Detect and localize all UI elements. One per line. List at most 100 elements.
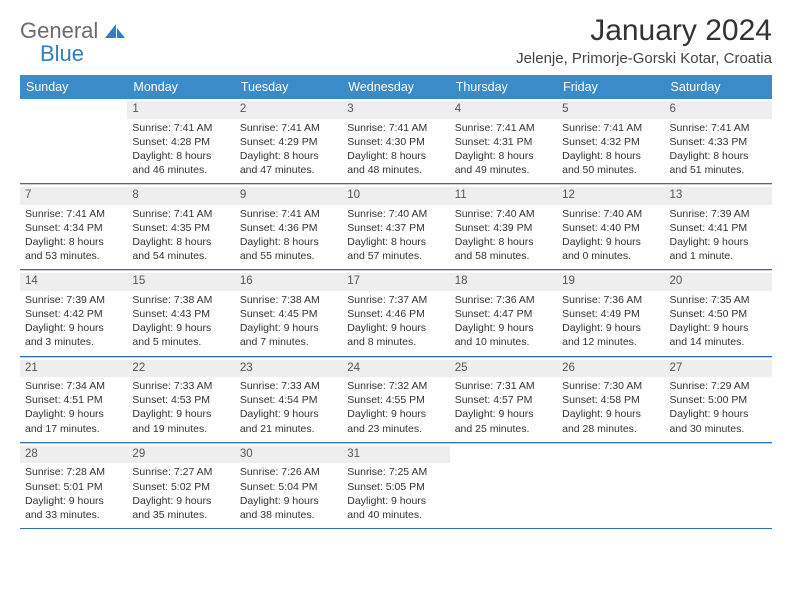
daylight-text: Daylight: 9 hours bbox=[562, 407, 659, 421]
week-row: 21Sunrise: 7:34 AMSunset: 4:51 PMDayligh… bbox=[20, 357, 772, 443]
sunrise-text: Sunrise: 7:32 AM bbox=[347, 379, 444, 393]
day-cell: 10Sunrise: 7:40 AMSunset: 4:37 PMDayligh… bbox=[342, 184, 449, 269]
daylight-text: Daylight: 9 hours bbox=[25, 321, 122, 335]
day-number: 25 bbox=[450, 360, 557, 378]
day-cell: . bbox=[665, 443, 772, 528]
sunset-text: Sunset: 4:54 PM bbox=[240, 393, 337, 407]
daylight-text: Daylight: 8 hours bbox=[670, 149, 767, 163]
sunrise-text: Sunrise: 7:34 AM bbox=[25, 379, 122, 393]
daylight-text: Daylight: 9 hours bbox=[25, 494, 122, 508]
day-number: 1 bbox=[127, 101, 234, 119]
sunrise-text: Sunrise: 7:38 AM bbox=[132, 293, 229, 307]
sunrise-text: Sunrise: 7:40 AM bbox=[562, 207, 659, 221]
day-number: 2 bbox=[235, 101, 342, 119]
day-cell: 29Sunrise: 7:27 AMSunset: 5:02 PMDayligh… bbox=[127, 443, 234, 528]
sunset-text: Sunset: 4:31 PM bbox=[455, 135, 552, 149]
day-number: 8 bbox=[127, 187, 234, 205]
day-number: 7 bbox=[20, 187, 127, 205]
day-number: 16 bbox=[235, 273, 342, 291]
daylight-text: and 38 minutes. bbox=[240, 508, 337, 522]
sunrise-text: Sunrise: 7:29 AM bbox=[670, 379, 767, 393]
calendar-grid: Sunday Monday Tuesday Wednesday Thursday… bbox=[20, 75, 772, 529]
daylight-text: and 40 minutes. bbox=[347, 508, 444, 522]
day-cell: 4Sunrise: 7:41 AMSunset: 4:31 PMDaylight… bbox=[450, 99, 557, 183]
daylight-text: and 8 minutes. bbox=[347, 335, 444, 349]
daylight-text: Daylight: 9 hours bbox=[455, 321, 552, 335]
page-header: General Blue January 2024 Jelenje, Primo… bbox=[20, 14, 772, 67]
sunset-text: Sunset: 4:57 PM bbox=[455, 393, 552, 407]
sunset-text: Sunset: 4:53 PM bbox=[132, 393, 229, 407]
day-cell: 28Sunrise: 7:28 AMSunset: 5:01 PMDayligh… bbox=[20, 443, 127, 528]
day-number: 23 bbox=[235, 360, 342, 378]
daylight-text: and 49 minutes. bbox=[455, 163, 552, 177]
sunrise-text: Sunrise: 7:31 AM bbox=[455, 379, 552, 393]
day-number: 9 bbox=[235, 187, 342, 205]
sunset-text: Sunset: 4:34 PM bbox=[25, 221, 122, 235]
daylight-text: Daylight: 9 hours bbox=[132, 494, 229, 508]
daylight-text: and 51 minutes. bbox=[670, 163, 767, 177]
sunrise-text: Sunrise: 7:30 AM bbox=[562, 379, 659, 393]
daylight-text: and 19 minutes. bbox=[132, 422, 229, 436]
daylight-text: Daylight: 9 hours bbox=[25, 407, 122, 421]
sunset-text: Sunset: 4:51 PM bbox=[25, 393, 122, 407]
daylight-text: and 3 minutes. bbox=[25, 335, 122, 349]
day-cell: 17Sunrise: 7:37 AMSunset: 4:46 PMDayligh… bbox=[342, 270, 449, 355]
logo-sail-icon bbox=[105, 22, 127, 45]
day-cell: 14Sunrise: 7:39 AMSunset: 4:42 PMDayligh… bbox=[20, 270, 127, 355]
sunrise-text: Sunrise: 7:41 AM bbox=[132, 121, 229, 135]
sunrise-text: Sunrise: 7:41 AM bbox=[670, 121, 767, 135]
weekday-header: Thursday bbox=[450, 75, 557, 99]
day-cell: 15Sunrise: 7:38 AMSunset: 4:43 PMDayligh… bbox=[127, 270, 234, 355]
sunset-text: Sunset: 5:04 PM bbox=[240, 480, 337, 494]
week-row: 7Sunrise: 7:41 AMSunset: 4:34 PMDaylight… bbox=[20, 184, 772, 270]
sunset-text: Sunset: 4:41 PM bbox=[670, 221, 767, 235]
day-number: 31 bbox=[342, 446, 449, 464]
daylight-text: and 28 minutes. bbox=[562, 422, 659, 436]
sunset-text: Sunset: 4:33 PM bbox=[670, 135, 767, 149]
day-number: 11 bbox=[450, 187, 557, 205]
day-cell: 7Sunrise: 7:41 AMSunset: 4:34 PMDaylight… bbox=[20, 184, 127, 269]
day-number: 28 bbox=[20, 446, 127, 464]
sunrise-text: Sunrise: 7:40 AM bbox=[455, 207, 552, 221]
sunrise-text: Sunrise: 7:33 AM bbox=[240, 379, 337, 393]
sunset-text: Sunset: 4:30 PM bbox=[347, 135, 444, 149]
daylight-text: Daylight: 8 hours bbox=[455, 235, 552, 249]
weekday-header: Tuesday bbox=[235, 75, 342, 99]
sunset-text: Sunset: 4:50 PM bbox=[670, 307, 767, 321]
day-number: 21 bbox=[20, 360, 127, 378]
week-row: 28Sunrise: 7:28 AMSunset: 5:01 PMDayligh… bbox=[20, 443, 772, 529]
day-cell: 24Sunrise: 7:32 AMSunset: 4:55 PMDayligh… bbox=[342, 357, 449, 442]
sunrise-text: Sunrise: 7:36 AM bbox=[562, 293, 659, 307]
day-number: 20 bbox=[665, 273, 772, 291]
daylight-text: and 33 minutes. bbox=[25, 508, 122, 522]
day-number: 17 bbox=[342, 273, 449, 291]
daylight-text: Daylight: 9 hours bbox=[670, 407, 767, 421]
daylight-text: and 0 minutes. bbox=[562, 249, 659, 263]
day-cell: 11Sunrise: 7:40 AMSunset: 4:39 PMDayligh… bbox=[450, 184, 557, 269]
daylight-text: Daylight: 9 hours bbox=[455, 407, 552, 421]
sunset-text: Sunset: 4:47 PM bbox=[455, 307, 552, 321]
day-cell: 25Sunrise: 7:31 AMSunset: 4:57 PMDayligh… bbox=[450, 357, 557, 442]
daylight-text: and 50 minutes. bbox=[562, 163, 659, 177]
daylight-text: Daylight: 8 hours bbox=[240, 149, 337, 163]
logo-line1: General bbox=[20, 18, 98, 43]
sunset-text: Sunset: 5:01 PM bbox=[25, 480, 122, 494]
day-number: 4 bbox=[450, 101, 557, 119]
day-cell: 6Sunrise: 7:41 AMSunset: 4:33 PMDaylight… bbox=[665, 99, 772, 183]
day-number: 12 bbox=[557, 187, 664, 205]
daylight-text: and 47 minutes. bbox=[240, 163, 337, 177]
sunset-text: Sunset: 4:46 PM bbox=[347, 307, 444, 321]
daylight-text: and 1 minute. bbox=[670, 249, 767, 263]
daylight-text: and 12 minutes. bbox=[562, 335, 659, 349]
daylight-text: and 55 minutes. bbox=[240, 249, 337, 263]
day-cell: 19Sunrise: 7:36 AMSunset: 4:49 PMDayligh… bbox=[557, 270, 664, 355]
sunrise-text: Sunrise: 7:41 AM bbox=[25, 207, 122, 221]
weeks-container: .1Sunrise: 7:41 AMSunset: 4:28 PMDayligh… bbox=[20, 99, 772, 529]
sunrise-text: Sunrise: 7:41 AM bbox=[240, 121, 337, 135]
daylight-text: and 53 minutes. bbox=[25, 249, 122, 263]
sunrise-text: Sunrise: 7:41 AM bbox=[240, 207, 337, 221]
sunset-text: Sunset: 4:49 PM bbox=[562, 307, 659, 321]
logo-text-block: General Blue bbox=[20, 20, 127, 65]
daylight-text: and 48 minutes. bbox=[347, 163, 444, 177]
weekday-header: Saturday bbox=[665, 75, 772, 99]
